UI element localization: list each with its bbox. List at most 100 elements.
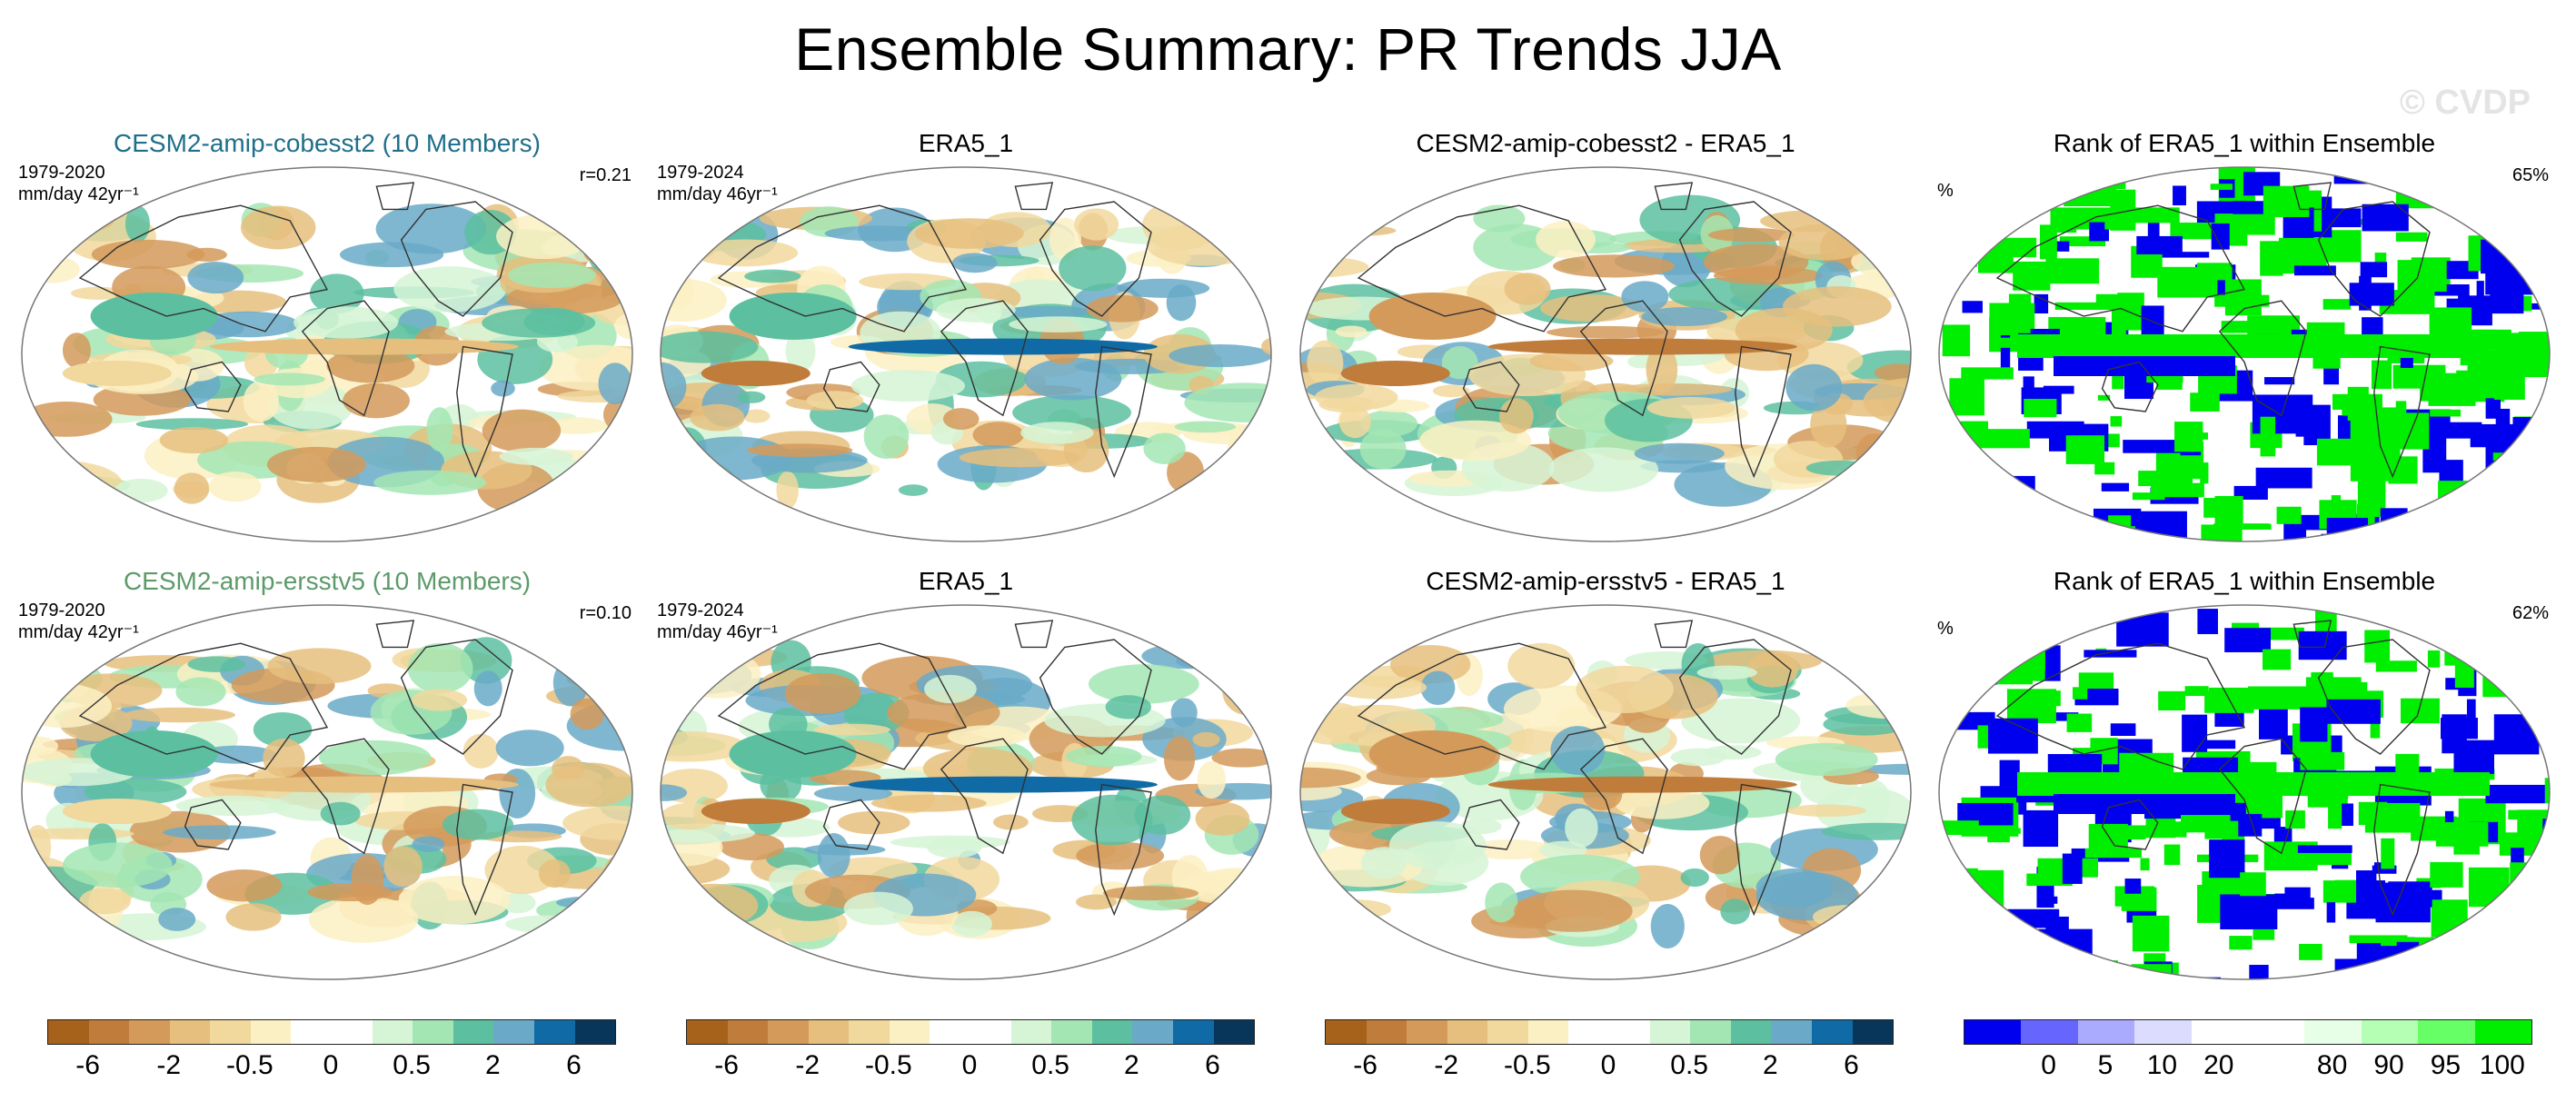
colorbar-swatch	[48, 1020, 89, 1044]
colorbar-swatch	[1326, 1020, 1367, 1044]
trend-colorbar	[47, 1019, 616, 1045]
colorbar-swatch	[332, 1020, 373, 1044]
colorbar-swatch	[1172, 1020, 1214, 1044]
rank-unit: %	[1937, 619, 1954, 639]
colorbar-swatch	[2134, 1020, 2192, 1044]
colorbar-swatch	[2191, 1020, 2249, 1044]
colorbar-swatch	[930, 1020, 971, 1044]
colorbar-swatch	[2021, 1020, 2078, 1044]
colorbar-swatch	[129, 1020, 170, 1044]
colorbar-swatch	[2077, 1020, 2135, 1044]
colorbar-tick-label: -2	[1434, 1050, 1459, 1080]
rank-colorbar	[1964, 1019, 2532, 1045]
colorbar-swatch	[372, 1020, 413, 1044]
colorbar-swatch	[1487, 1020, 1528, 1044]
colorbar-tick-label: 2	[1123, 1050, 1139, 1080]
colorbar-swatch	[808, 1020, 850, 1044]
colorbar-swatch	[574, 1020, 616, 1044]
colorbar-swatch	[768, 1020, 809, 1044]
colorbar-swatch	[1609, 1020, 1650, 1044]
colorbar-swatch	[1366, 1020, 1407, 1044]
colorbar-swatch	[169, 1020, 211, 1044]
colorbar-swatch	[2418, 1020, 2475, 1044]
colorbar-tick-label: 0.5	[1031, 1050, 1069, 1080]
colorbar-swatch	[1852, 1020, 1894, 1044]
colorbar-swatch	[1811, 1020, 1853, 1044]
colorbar-tick-label: 90	[2373, 1050, 2404, 1080]
rank-map	[1938, 604, 2551, 980]
colorbar-swatch	[2304, 1020, 2362, 1044]
colorbar-tick-label: 2	[484, 1050, 501, 1080]
colorbar-swatch	[849, 1020, 890, 1044]
model-period-units: 1979-2020 mm/day 42yr⁻¹	[18, 163, 139, 204]
colorbar-swatch	[250, 1020, 292, 1044]
rank-percentage: 62%	[2511, 603, 2549, 623]
trend-map	[1299, 604, 1912, 980]
trend-colorbar	[686, 1019, 1255, 1045]
colorbar-tick-labels: -6 -2 -0.5 0 0.5 2 6	[1325, 1050, 1892, 1081]
trend-map	[21, 604, 633, 980]
cvdp-watermark: © CVDP	[2399, 84, 2531, 122]
colorbar-swatch	[1051, 1020, 1092, 1044]
model-period-units: 1979-2020 mm/day 42yr⁻¹	[18, 601, 139, 642]
colorbar-tick-label: 95	[2430, 1050, 2462, 1080]
colorbar-swatch	[1010, 1020, 1052, 1044]
colorbar-tick-label: 6	[1844, 1050, 1859, 1080]
rank-percentage: 65%	[2511, 165, 2549, 185]
trend-colorbar	[1325, 1019, 1894, 1045]
colorbar-swatch	[687, 1020, 728, 1044]
obs-panel-title: ERA5_1	[918, 567, 1014, 595]
colorbar-tick-labels: -6 -2 -0.5 0 0.5 2 6	[47, 1050, 614, 1081]
trend-map	[660, 604, 1272, 980]
colorbar-tick-labels: 0 5 10 20 80 90 95 100	[1964, 1050, 2531, 1081]
colorbar-swatch	[1447, 1020, 1488, 1044]
colorbar-swatch	[1771, 1020, 1812, 1044]
trend-map	[1299, 166, 1912, 542]
difference-panel-title: CESM2-amip-ersstv5 - ERA5_1	[1426, 567, 1785, 595]
colorbar-tick-label: 80	[2316, 1050, 2348, 1080]
colorbar-tick-label: 2	[1762, 1050, 1778, 1080]
obs-period-units: 1979-2024 mm/day 46yr⁻¹	[657, 601, 778, 642]
colorbar-swatch	[1690, 1020, 1731, 1044]
pattern-correlation: r=0.10	[579, 603, 632, 623]
trend-map	[21, 166, 633, 542]
pattern-correlation: r=0.21	[579, 165, 632, 185]
rank-map	[1938, 166, 2551, 542]
obs-panel-title: ERA5_1	[918, 129, 1014, 157]
colorbar-tick-label: -6	[1353, 1050, 1378, 1080]
rank-panel-title: Rank of ERA5_1 within Ensemble	[2053, 129, 2436, 157]
colorbar-tick-label: -0.5	[225, 1050, 274, 1080]
model-panel-title: CESM2-amip-cobesst2 (10 Members)	[114, 129, 541, 157]
obs-period-units: 1979-2024 mm/day 46yr⁻¹	[657, 163, 778, 204]
colorbar-tick-label: 6	[566, 1050, 582, 1080]
colorbar-tick-label: 20	[2203, 1050, 2234, 1080]
colorbar-tick-label: -6	[714, 1050, 739, 1080]
colorbar-tick-label: 5	[2097, 1050, 2114, 1080]
colorbar-tick-label: -2	[156, 1050, 182, 1080]
colorbar-swatch	[2474, 1020, 2532, 1044]
colorbar-swatch	[413, 1020, 453, 1044]
colorbar-tick-label: -6	[75, 1050, 100, 1080]
colorbar-tick-label: 0.5	[393, 1050, 431, 1080]
colorbar-tick-label: 0	[2041, 1050, 2056, 1080]
colorbar-swatch	[1407, 1020, 1447, 1044]
colorbar-swatch	[88, 1020, 130, 1044]
colorbar-tick-label: 0	[323, 1050, 339, 1080]
colorbar-tick-label: -0.5	[1503, 1050, 1551, 1080]
colorbar-swatch	[291, 1020, 333, 1044]
colorbar-swatch	[727, 1020, 769, 1044]
colorbar-swatch	[210, 1020, 251, 1044]
colorbar-tick-label: 0	[961, 1050, 978, 1080]
difference-panel-title: CESM2-amip-cobesst2 - ERA5_1	[1416, 129, 1795, 157]
colorbar-swatch	[1568, 1020, 1610, 1044]
page-title: Ensemble Summary: PR Trends JJA	[794, 15, 1782, 83]
colorbar-swatch	[1091, 1020, 1133, 1044]
colorbar-swatch	[493, 1020, 534, 1044]
colorbar-swatch	[1649, 1020, 1691, 1044]
colorbar-tick-label: -0.5	[864, 1050, 912, 1080]
colorbar-swatch	[1964, 1020, 2022, 1044]
colorbar-swatch	[1213, 1020, 1255, 1044]
colorbar-swatch	[533, 1020, 575, 1044]
rank-panel-title: Rank of ERA5_1 within Ensemble	[2053, 567, 2436, 595]
colorbar-tick-label: 0.5	[1670, 1050, 1708, 1080]
